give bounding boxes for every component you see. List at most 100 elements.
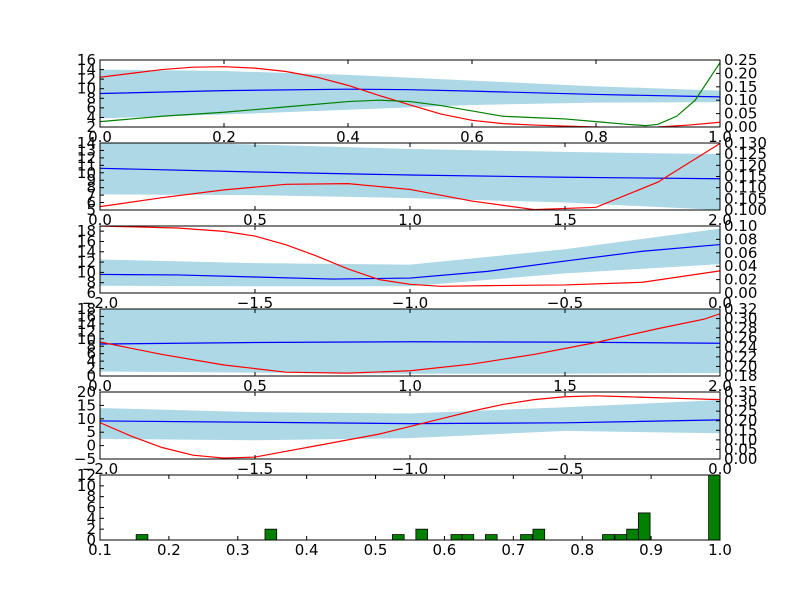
y2-tick-label: 0.26 [724, 329, 757, 347]
y-tick-label: 13 [77, 141, 96, 159]
x-tick-label: 1.5 [553, 211, 577, 229]
plot-area [100, 143, 720, 210]
y-tick-label: 16 [77, 307, 96, 325]
y-tick-label: 16 [77, 51, 96, 69]
y-tick-label: 7 [86, 186, 96, 204]
y-tick-label: 5 [86, 201, 96, 219]
y-tick-label: 6 [86, 194, 96, 212]
y-tick-label: 12 [77, 253, 96, 271]
subplot-3: −2.0 −1.5 −1.0 −0.5 0.06810121416180.000.020… [77, 217, 758, 312]
y-tick-label: 12 [77, 322, 96, 340]
bar-10 [614, 534, 628, 540]
x-tick-label: −2.0 [82, 460, 118, 478]
y2-tick-label: 0.02 [724, 271, 757, 289]
confidence-band [100, 69, 720, 119]
x-tick-label: 0.8 [570, 541, 594, 559]
y2-tick-label: 0.25 [724, 402, 757, 420]
x-tick-label: 1.0 [398, 211, 422, 229]
y-tick-label: 6 [86, 345, 96, 363]
x-tick-label: 0.9 [639, 541, 663, 559]
y-tick-label: 8 [86, 274, 96, 292]
y2-tick-label: 0.32 [724, 300, 757, 318]
y2-tick-label: 0.10 [724, 431, 757, 449]
y-tick-label: 8 [86, 337, 96, 355]
x-tick-label: 0.0 [88, 211, 112, 229]
bar-11 [626, 528, 639, 540]
y-tick-label: 9 [86, 171, 96, 189]
x-tick-label: 0.3 [226, 541, 250, 559]
series-line-1 [100, 419, 720, 425]
y2-tick-label: 0.08 [724, 230, 757, 248]
y-tick-label: 15 [77, 396, 96, 414]
y2-tick-label: 0.105 [724, 190, 767, 208]
y-tick-label: 16 [77, 232, 96, 250]
y-tick-label: 10 [77, 477, 96, 495]
y2-tick-label: 0.00 [724, 118, 757, 136]
series-line-1 [100, 88, 720, 98]
y-tick-label: 0 [86, 437, 96, 455]
y-tick-label: 2 [86, 118, 96, 136]
plot-area [135, 475, 720, 540]
subplot-1: 0.0 0.2 0.4 0.6 0.8 1.02468101214160.000.050.… [77, 51, 758, 146]
x-tick-label: 1.0 [708, 128, 732, 146]
y2-tick-label: 0.35 [724, 383, 757, 401]
y2-tick-label: 0.18 [724, 367, 757, 385]
confidence-band [100, 143, 720, 210]
bar-7 [520, 534, 533, 540]
x-tick-label: 0.1 [88, 541, 112, 559]
y2-tick-label: 0.05 [724, 105, 757, 123]
bar-2 [392, 534, 405, 540]
x-tick-label: 0.6 [460, 128, 484, 146]
y2-tick-label: 0.24 [724, 338, 757, 356]
x-tick-label: 2.0 [708, 377, 732, 395]
bar-8 [532, 528, 546, 540]
y-tick-label: 14 [77, 134, 96, 152]
y2-tick-label: 0.10 [724, 217, 757, 235]
y-tick-label: 5 [86, 423, 96, 441]
series-line-2 [100, 226, 720, 287]
x-tick-label: 0.5 [243, 211, 267, 229]
y-tick-label: 4 [86, 352, 96, 370]
x-tick-label: 2.0 [708, 211, 732, 229]
x-tick-label: −1.0 [392, 294, 428, 312]
x-tick-label: −1.5 [237, 294, 273, 312]
y-tick-label: 8 [86, 89, 96, 107]
x-tick-label: 0.0 [708, 294, 732, 312]
y2-tick-label: 0.120 [724, 156, 767, 174]
bar-1 [264, 528, 278, 540]
y2-tick-label: 0.10 [724, 91, 757, 109]
y-tick-label: 2 [86, 520, 96, 538]
y-tick-label: 6 [86, 284, 96, 302]
y2-tick-label: 0.00 [724, 284, 757, 302]
y-tick-label: 4 [86, 509, 96, 527]
y2-tick-label: 0.15 [724, 421, 757, 439]
y-tick-label: 0 [86, 367, 96, 385]
y-tick-label: −5 [74, 450, 96, 468]
y2-tick-label: 0.30 [724, 310, 757, 328]
bar-6 [485, 534, 498, 540]
y-tick-label: 20 [77, 383, 96, 401]
series-line-2 [100, 66, 720, 127]
x-tick-label: 0.2 [212, 128, 236, 146]
series-line-1 [100, 167, 720, 180]
y-tick-label: 8 [86, 179, 96, 197]
bar-12 [637, 512, 651, 540]
bar-13 [708, 475, 720, 540]
series-line-2 [100, 395, 720, 459]
y-tick-label: 0 [86, 531, 96, 549]
y-tick-label: 12 [77, 149, 96, 167]
y2-tick-label: 0.22 [724, 348, 757, 366]
y-tick-label: 8 [86, 488, 96, 506]
x-tick-label: 0.4 [295, 541, 319, 559]
y2-tick-label: 0.05 [724, 440, 757, 458]
y2-tick-label: 0.06 [724, 244, 757, 262]
y2-tick-label: 0.20 [724, 357, 757, 375]
confidence-band [100, 309, 720, 374]
y-tick-label: 10 [77, 80, 96, 98]
y2-tick-label: 0.110 [724, 179, 767, 197]
x-tick-label: 1.5 [553, 377, 577, 395]
y-tick-label: 4 [86, 108, 96, 126]
